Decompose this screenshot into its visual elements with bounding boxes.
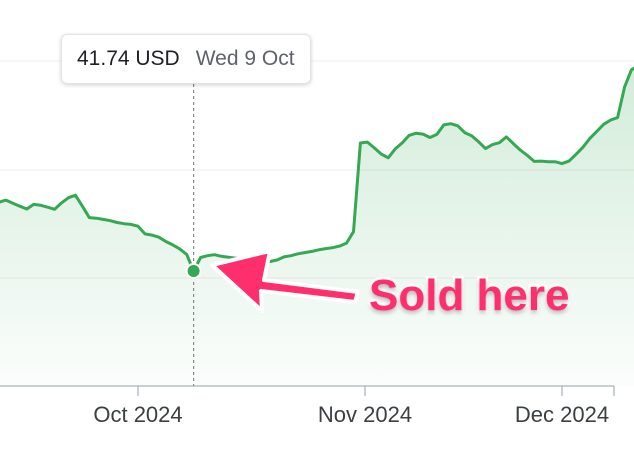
x-tick-label: Dec 2024 [515, 402, 609, 427]
annotation-arrow [210, 249, 360, 313]
selected-point-marker[interactable] [185, 263, 202, 279]
tooltip-value: 41.74 USD [77, 47, 180, 70]
series-line [0, 66, 634, 273]
x-tick-label: Nov 2024 [318, 402, 412, 427]
hover-tooltip: 41.74 USD Wed 9 Oct [61, 34, 311, 84]
series-area [0, 68, 634, 386]
tooltip-date: Wed 9 Oct [195, 47, 295, 70]
x-tick-label: Oct 2024 [93, 402, 182, 427]
annotation-label: Sold here [367, 269, 572, 323]
